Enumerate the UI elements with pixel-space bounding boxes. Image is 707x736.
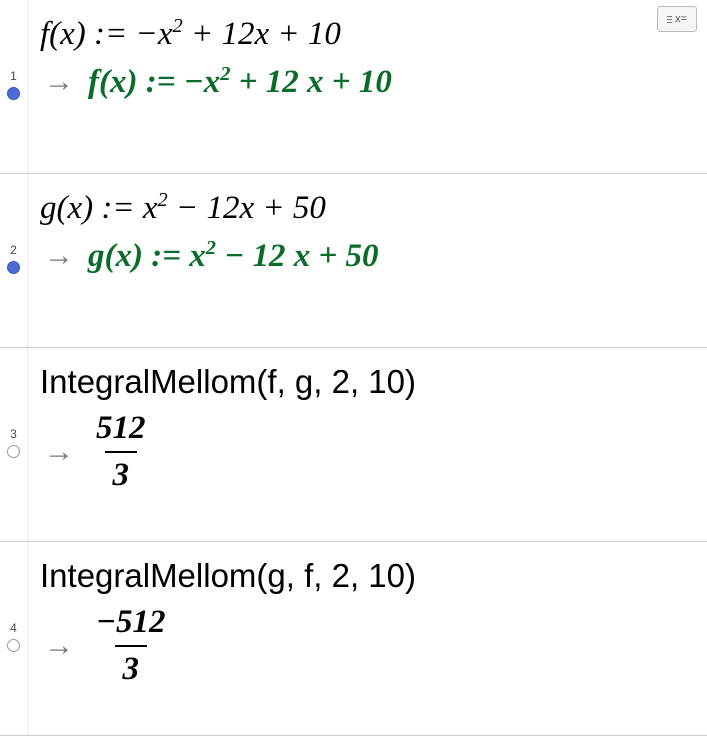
visibility-toggle-icon[interactable] [7,639,20,652]
row-content: g(x) := x2 − 12x + 50 →g(x) := x2 − 12 x … [28,174,707,347]
input-expression[interactable]: f(x) := −x2 + 12x + 10 [40,12,699,57]
row-number: 2 [10,243,17,257]
input-expression[interactable]: IntegralMellom(f, g, 2, 10) [40,360,699,406]
fraction-denominator: 3 [105,451,138,492]
row-number: 3 [10,427,17,441]
row-content: IntegralMellom(g, f, 2, 10) → −5123 [28,542,707,735]
output-arrow-icon: → [44,64,74,100]
row-gutter: 1 [0,0,28,173]
row-gutter: 2 [0,174,28,347]
visibility-toggle-icon[interactable] [7,261,20,274]
fraction-numerator: 512 [88,412,154,451]
output-expression: →g(x) := x2 − 12 x + 50 [40,237,699,277]
fraction-denominator: 3 [115,645,148,686]
row-gutter: 3 [0,348,28,541]
cas-row[interactable]: 4 IntegralMellom(g, f, 2, 10) → −5123 [0,542,707,736]
row-number: 4 [10,621,17,635]
visibility-toggle-icon[interactable] [7,445,20,458]
row-content: IntegralMellom(f, g, 2, 10) → 5123 [28,348,707,541]
output-expression: → −5123 [40,606,699,686]
menu-lines-icon [667,14,672,25]
output-expression: → 5123 [40,412,699,492]
input-expression[interactable]: g(x) := x2 − 12x + 50 [40,186,699,231]
substitute-button[interactable]: x= [657,6,697,32]
cas-row[interactable]: 1 f(x) := −x2 + 12x + 10 →f(x) := −x2 + 12… [0,0,707,174]
fraction-numerator: −512 [88,606,174,645]
row-content: f(x) := −x2 + 12x + 10 →f(x) := −x2 + 12 … [28,0,707,173]
output-expression: →f(x) := −x2 + 12 x + 10 [40,63,699,103]
row-number: 1 [10,69,17,83]
row-gutter: 4 [0,542,28,735]
fraction: 5123 [88,412,154,492]
fraction: −5123 [88,606,174,686]
cas-row[interactable]: 3IntegralMellom(f, g, 2, 10)→5123 [0,348,707,542]
output-arrow-icon: → [44,238,74,274]
output-arrow-icon: → [44,628,74,664]
cas-row[interactable]: 2 g(x) := x2 − 12x + 50 →g(x) := x2 − 12 x… [0,174,707,348]
visibility-toggle-icon[interactable] [7,87,20,100]
toolbar-label: x= [675,13,687,25]
output-arrow-icon: → [44,434,74,470]
input-expression[interactable]: IntegralMellom(g, f, 2, 10) [40,554,699,600]
